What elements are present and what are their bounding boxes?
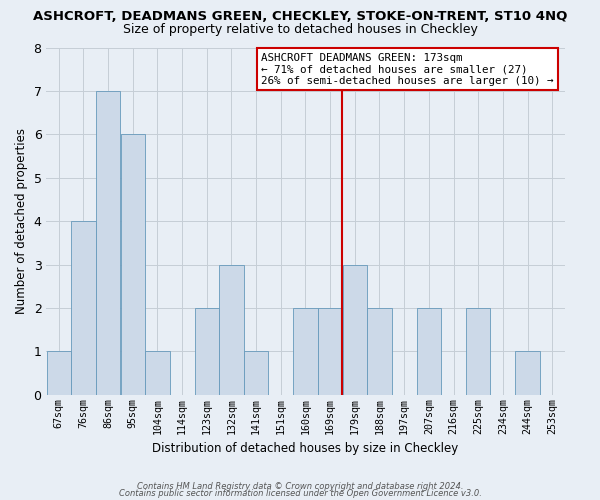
Bar xyxy=(318,308,342,395)
Bar xyxy=(417,308,441,395)
Bar xyxy=(293,308,317,395)
X-axis label: Distribution of detached houses by size in Checkley: Distribution of detached houses by size … xyxy=(152,442,458,455)
Bar xyxy=(343,264,367,395)
Bar xyxy=(515,352,539,395)
Bar xyxy=(244,352,268,395)
Text: ASHCROFT DEADMANS GREEN: 173sqm
← 71% of detached houses are smaller (27)
26% of: ASHCROFT DEADMANS GREEN: 173sqm ← 71% of… xyxy=(262,52,554,86)
Bar xyxy=(47,352,71,395)
Text: ASHCROFT, DEADMANS GREEN, CHECKLEY, STOKE-ON-TRENT, ST10 4NQ: ASHCROFT, DEADMANS GREEN, CHECKLEY, STOK… xyxy=(33,10,567,23)
Bar xyxy=(367,308,392,395)
Bar xyxy=(145,352,170,395)
Text: Contains HM Land Registry data © Crown copyright and database right 2024.: Contains HM Land Registry data © Crown c… xyxy=(137,482,463,491)
Bar xyxy=(194,308,219,395)
Text: Contains public sector information licensed under the Open Government Licence v3: Contains public sector information licen… xyxy=(119,488,481,498)
Bar xyxy=(121,134,145,395)
Bar xyxy=(220,264,244,395)
Text: Size of property relative to detached houses in Checkley: Size of property relative to detached ho… xyxy=(122,22,478,36)
Bar xyxy=(71,221,95,395)
Bar xyxy=(466,308,490,395)
Y-axis label: Number of detached properties: Number of detached properties xyxy=(15,128,28,314)
Bar xyxy=(96,91,120,395)
